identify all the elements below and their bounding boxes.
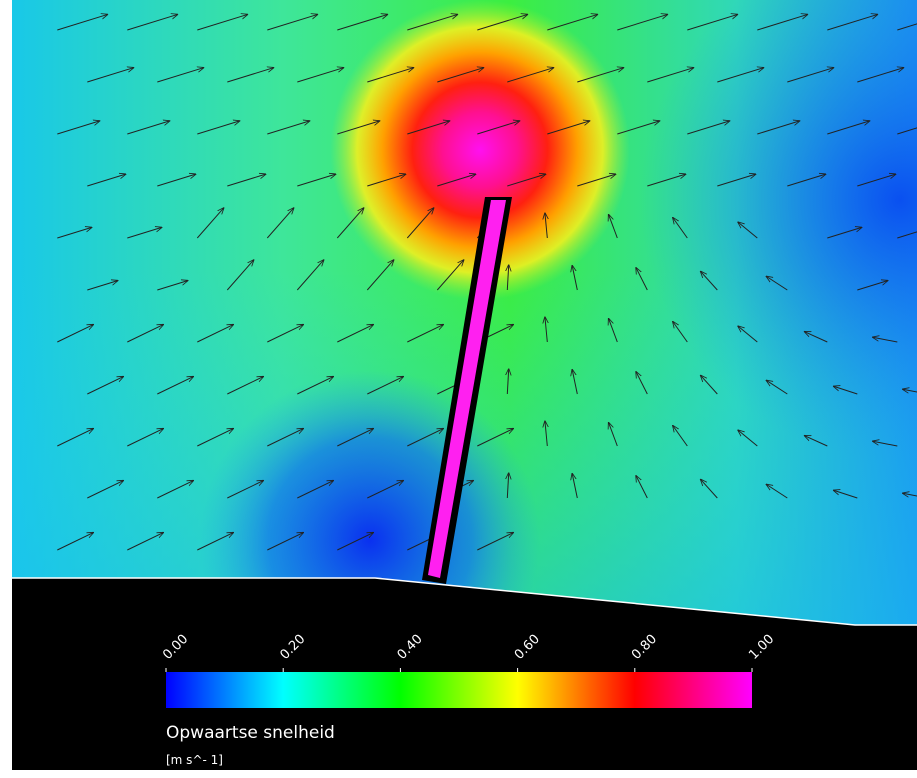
colorbar-unit: [m s^- 1] <box>166 753 223 767</box>
flow-visualization: 0.000.200.400.600.801.00 Opwaartse snelh… <box>0 0 917 778</box>
colorbar <box>166 672 752 708</box>
colorbar-label: Opwaartse snelheid <box>166 723 335 743</box>
